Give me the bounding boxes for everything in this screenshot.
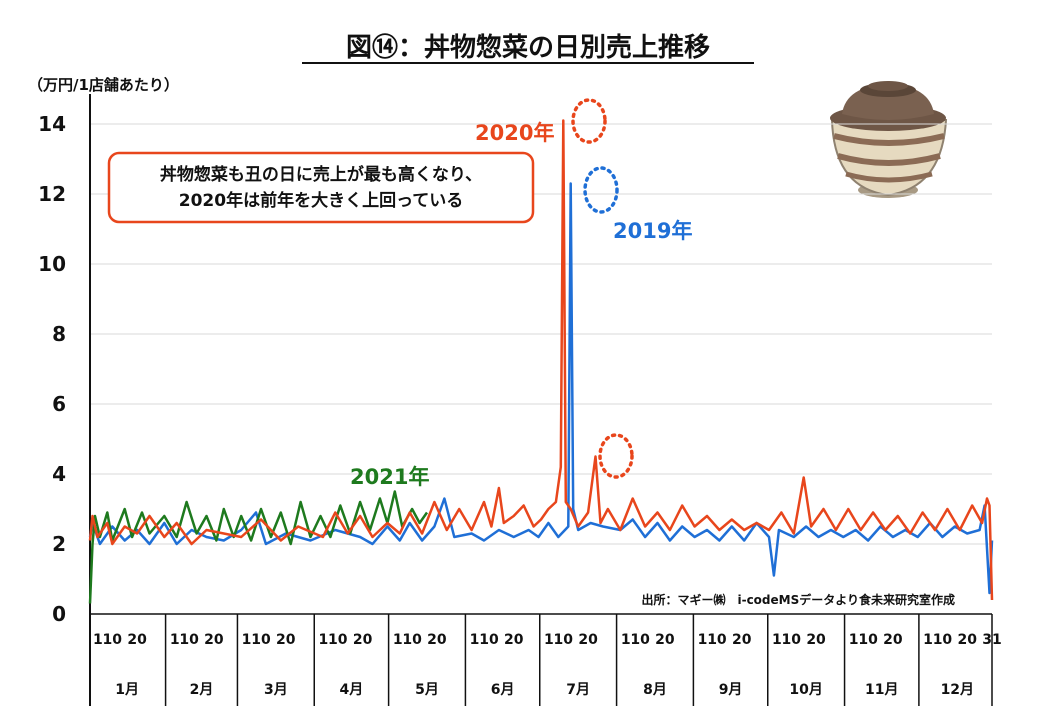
x-day-label: 1 [772, 632, 782, 648]
x-month-label: 8月 [643, 682, 667, 698]
peak-2020-highlight [571, 98, 607, 144]
x-day-label: 10 [933, 632, 953, 648]
x-day-label: 1 [698, 632, 708, 648]
x-day-label: 20 [732, 632, 752, 648]
chart-title: 図⑭：丼物惣菜の日別売上推移 [346, 32, 710, 63]
x-day-label: 20 [204, 632, 224, 648]
x-day-label: 20 [353, 632, 373, 648]
source-note: 出所：マギー㈱ i-codeMSデータより食未来研究室作成 [641, 592, 955, 607]
y-tick-label: 14 [38, 112, 66, 136]
x-day-label: 20 [578, 632, 598, 648]
callout-line-2: 2020年は前年を大きく上回っている [179, 190, 463, 211]
x-day-label: 20 [957, 632, 977, 648]
peak-2019-highlight [583, 166, 619, 214]
x-day-label: 20 [127, 632, 147, 648]
x-day-label: 1 [93, 632, 103, 648]
series-lines [88, 119, 994, 604]
x-day-label: 1 [242, 632, 252, 648]
x-day-label: 10 [103, 632, 123, 648]
x-day-label: 10 [707, 632, 727, 648]
x-day-label: 20 [427, 632, 447, 648]
y-tick-label: 12 [38, 182, 66, 206]
x-day-label: 1 [319, 632, 329, 648]
donburi-bowl-icon [830, 81, 948, 198]
x-month-label: 6月 [491, 682, 515, 698]
x-day-label: 10 [402, 632, 422, 648]
x-month-label: 11月 [865, 682, 898, 698]
x-day-label: 1 [170, 632, 180, 648]
peak-highlights [571, 98, 634, 479]
x-day-label: 10 [554, 632, 574, 648]
x-day-label: 10 [630, 632, 650, 648]
x-day-label: 20 [806, 632, 826, 648]
x-month-label: 12月 [941, 682, 974, 698]
secondary-peak-highlight [598, 433, 634, 479]
x-day-label: 10 [858, 632, 878, 648]
series-line-0 [88, 119, 994, 601]
series-line-2 [88, 490, 429, 604]
x-day-label: 1 [544, 632, 554, 648]
x-day-label: 1 [470, 632, 480, 648]
x-month-label: 10月 [789, 682, 822, 698]
y-tick-label: 10 [38, 252, 66, 276]
x-month-label: 4月 [340, 682, 364, 698]
x-month-label: 1月 [115, 682, 139, 698]
x-day-label: 20 [655, 632, 675, 648]
label-2020: 2020年 [475, 121, 554, 145]
x-day-label: 1 [393, 632, 403, 648]
x-day-label: 10 [251, 632, 271, 648]
x-day-label: 1 [849, 632, 859, 648]
y-unit-label: （万円/1店舗あたり） [28, 76, 179, 94]
x-month-label: 9月 [719, 682, 743, 698]
x-day-label: 20 [883, 632, 903, 648]
y-tick-label: 0 [52, 602, 66, 626]
callout-box: 丼物惣菜も丑の日に売上が最も高くなり、 2020年は前年を大きく上回っている [107, 151, 535, 224]
y-tick-label: 2 [52, 532, 66, 556]
y-tick-label: 4 [52, 462, 66, 486]
x-month-label: 5月 [415, 682, 439, 698]
label-2021: 2021年 [350, 465, 429, 489]
x-day-label: 10 [782, 632, 802, 648]
series-line-1 [88, 182, 994, 595]
x-day-label: 1 [923, 632, 933, 648]
x-month-label: 3月 [264, 682, 288, 698]
x-day-label: 20 [276, 632, 296, 648]
label-2019: 2019年 [613, 219, 692, 243]
x-day-label: 20 [504, 632, 524, 648]
x-day-label: 10 [479, 632, 499, 648]
x-end-label: 31 [982, 632, 1001, 648]
y-axis-ticks: 0 2 4 6 8 10 12 14 [38, 112, 66, 626]
callout-line-1: 丼物惣菜も丑の日に売上が最も高くなり、 [160, 164, 482, 185]
x-month-label: 7月 [566, 682, 590, 698]
y-tick-label: 6 [52, 392, 66, 416]
x-month-label: 2月 [190, 682, 214, 698]
x-day-label: 10 [328, 632, 348, 648]
y-tick-label: 8 [52, 322, 66, 346]
x-day-label: 10 [179, 632, 199, 648]
x-day-label: 1 [621, 632, 631, 648]
